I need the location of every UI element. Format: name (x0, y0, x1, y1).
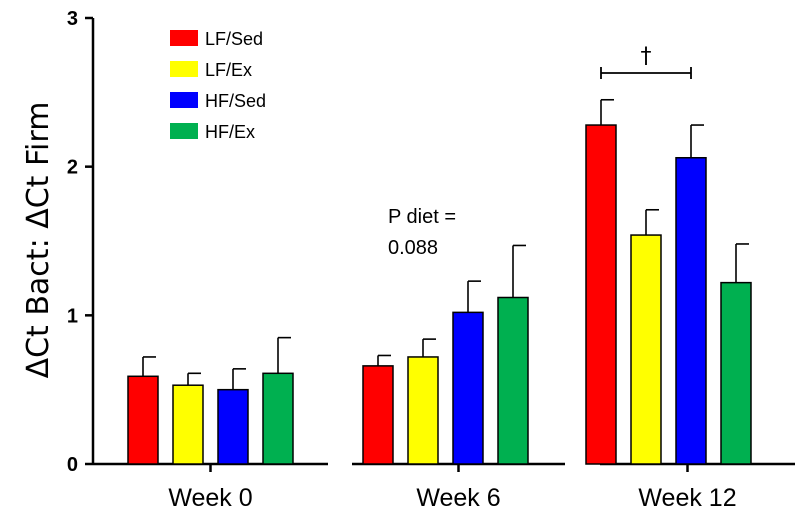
bar (362, 365, 394, 465)
bar (172, 384, 204, 465)
y-axis: 0 1 2 3 (67, 8, 95, 476)
bar (675, 156, 707, 465)
y-tick-label: 2 (67, 157, 78, 179)
bar (217, 388, 249, 465)
legend-label: LF/Sed (205, 29, 263, 49)
legend-label: HF/Ex (205, 122, 255, 142)
legend-swatch (170, 92, 198, 108)
annotations: P diet = 0.088 † (388, 44, 692, 259)
bar (630, 234, 662, 465)
bar (452, 311, 484, 465)
bars (127, 124, 752, 465)
legend-swatch (170, 123, 198, 139)
bar (407, 356, 439, 465)
bar (262, 372, 294, 465)
bar (497, 296, 529, 465)
y-tick-label: 3 (67, 8, 78, 30)
legend-label: LF/Ex (205, 60, 252, 80)
y-axis-label: ΔCt Bact: ΔCt Firm (21, 102, 56, 379)
bar (720, 281, 752, 465)
y-tick-label: 1 (67, 305, 78, 327)
legend-swatch (170, 61, 198, 77)
bar (585, 124, 617, 465)
error-bars (142, 98, 749, 390)
x-tick-label: Week 6 (416, 484, 500, 512)
legend: LF/Sed LF/Ex HF/Sed HF/Ex (170, 29, 266, 142)
x-tick-label: Week 0 (168, 484, 252, 512)
significance-symbol: † (641, 44, 652, 69)
x-axis: Week 0 Week 6 Week 12 (93, 462, 795, 512)
p-value-annotation: 0.088 (388, 237, 438, 259)
p-value-annotation: P diet = (388, 206, 456, 228)
y-tick-label: 0 (67, 454, 78, 476)
legend-swatch (170, 30, 198, 46)
bar (127, 375, 159, 465)
x-tick-label: Week 12 (638, 484, 736, 512)
legend-label: HF/Sed (205, 91, 266, 111)
